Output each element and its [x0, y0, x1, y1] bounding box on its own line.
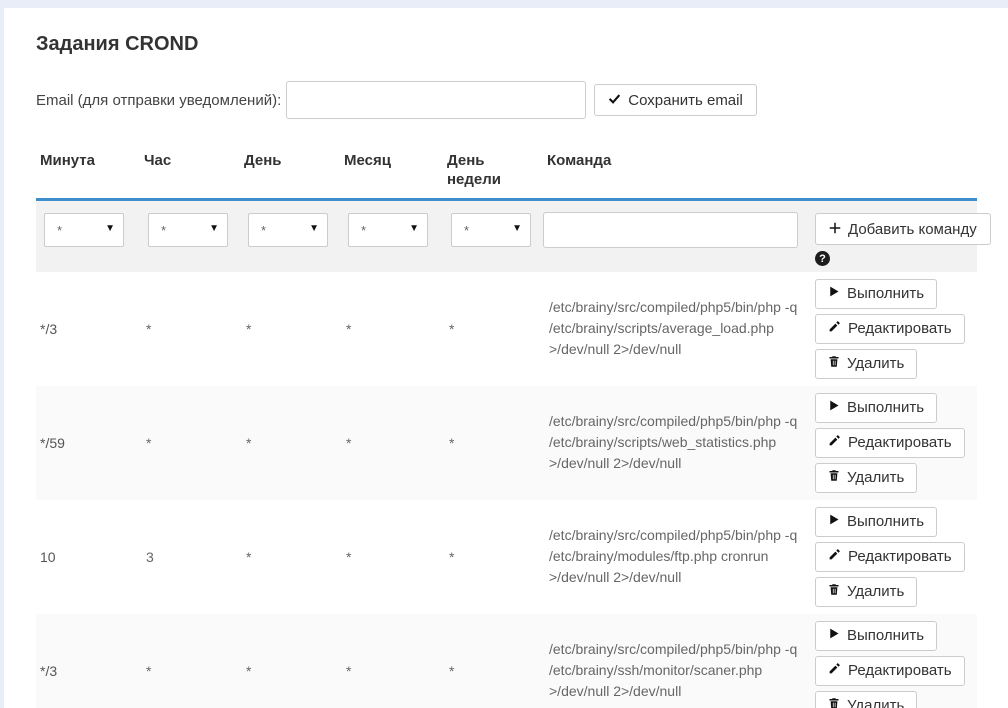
play-icon [828, 513, 840, 530]
delete-label: Удалить [847, 583, 905, 600]
cell-minute: 10 [40, 548, 56, 565]
crond-panel: Задания CROND Email (для отправки уведом… [4, 8, 1008, 708]
edit-button[interactable]: Редактировать [815, 427, 965, 458]
cell-minute: */3 [40, 320, 58, 337]
weekday-select[interactable]: * ▼ [451, 213, 531, 247]
cell-hour: * [146, 434, 152, 451]
email-label: Email (для отправки уведомлений): [36, 91, 282, 109]
delete-button[interactable]: Удалить [815, 576, 918, 607]
cell-command: /etc/brainy/src/compiled/php5/bin/php -q… [549, 413, 798, 471]
minute-select[interactable]: * ▼ [44, 213, 124, 247]
delete-button[interactable]: Удалить [815, 690, 918, 708]
cron-table: Минута Час День Месяц День недели Команд… [36, 141, 991, 708]
cell-day: * [246, 548, 252, 565]
row-actions: Выполнить Редактировать Удалить [810, 500, 977, 614]
save-email-button[interactable]: Сохранить email [594, 84, 757, 116]
cell-weekday: * [449, 662, 455, 679]
pencil-icon [828, 548, 841, 565]
help-icon[interactable]: ? [815, 251, 830, 266]
play-icon [828, 285, 840, 302]
edit-label: Редактировать [848, 434, 952, 451]
delete-button[interactable]: Удалить [815, 348, 918, 379]
day-select[interactable]: * ▼ [248, 213, 328, 247]
email-input[interactable] [286, 81, 587, 119]
row-actions: Выполнить Редактировать Удалить [810, 386, 977, 500]
cell-day: * [246, 320, 252, 337]
edit-button[interactable]: Редактировать [815, 541, 965, 572]
run-button[interactable]: Выполнить [815, 620, 938, 651]
header-command: Команда [547, 152, 612, 169]
plus-icon [829, 221, 841, 238]
row-actions: Выполнить Редактировать Удалить [810, 614, 977, 708]
cell-weekday: * [449, 434, 455, 451]
table-row: */59 * * * * /etc/brainy/src/compiled/ph… [36, 385, 977, 500]
delete-button[interactable]: Удалить [815, 462, 918, 493]
cell-minute: */3 [40, 662, 58, 679]
play-icon [828, 399, 840, 416]
pencil-icon [828, 662, 841, 679]
cell-month: * [346, 434, 352, 451]
row-actions: Выполнить Редактировать Удалить [810, 272, 977, 386]
cell-hour: * [146, 662, 152, 679]
delete-label: Удалить [847, 697, 905, 708]
delete-label: Удалить [847, 469, 905, 486]
month-select[interactable]: * ▼ [348, 213, 428, 247]
pencil-icon [828, 434, 841, 451]
trash-icon [828, 583, 840, 600]
edit-button[interactable]: Редактировать [815, 313, 965, 344]
run-button[interactable]: Выполнить [815, 392, 938, 423]
delete-label: Удалить [847, 355, 905, 372]
run-label: Выполнить [847, 627, 925, 644]
header-hour: Час [144, 152, 172, 169]
trash-icon [828, 697, 840, 708]
run-label: Выполнить [847, 513, 925, 530]
command-input[interactable] [543, 212, 798, 248]
header-day: День [244, 152, 282, 169]
add-command-label: Добавить команду [848, 220, 977, 238]
cell-month: * [346, 548, 352, 565]
edit-label: Редактировать [848, 662, 952, 679]
cell-weekday: * [449, 320, 455, 337]
trash-icon [828, 355, 840, 372]
cell-month: * [346, 662, 352, 679]
cell-hour: 3 [146, 548, 154, 565]
new-task-row: * ▼ * ▼ * ▼ * ▼ [36, 201, 991, 272]
play-icon [828, 627, 840, 644]
header-minute: Минута [40, 152, 95, 169]
edit-label: Редактировать [848, 320, 952, 337]
page-title: Задания CROND [36, 33, 199, 55]
cell-hour: * [146, 320, 152, 337]
edit-button[interactable]: Редактировать [815, 655, 965, 686]
save-email-label: Сохранить email [628, 91, 743, 109]
edit-label: Редактировать [848, 548, 952, 565]
cell-command: /etc/brainy/src/compiled/php5/bin/php -q… [549, 299, 798, 357]
cell-day: * [246, 434, 252, 451]
table-header-row: Минута Час День Месяц День недели Команд… [36, 141, 977, 201]
pencil-icon [828, 320, 841, 337]
cell-command: /etc/brainy/src/compiled/php5/bin/php -q… [549, 641, 798, 699]
cell-month: * [346, 320, 352, 337]
header-actions [810, 141, 977, 198]
cell-command: /etc/brainy/src/compiled/php5/bin/php -q… [549, 527, 798, 585]
cell-minute: */59 [40, 434, 65, 451]
table-row: */3 * * * * /etc/brainy/src/compiled/php… [36, 272, 977, 386]
header-weekday: День недели [447, 152, 502, 188]
table-row: */3 * * * * /etc/brainy/src/compiled/php… [36, 613, 977, 708]
run-button[interactable]: Выполнить [815, 278, 938, 309]
table-row: 10 3 * * * /etc/brainy/src/compiled/php5… [36, 500, 977, 614]
cell-day: * [246, 662, 252, 679]
run-label: Выполнить [847, 399, 925, 416]
add-command-button[interactable]: Добавить команду [815, 213, 991, 245]
run-label: Выполнить [847, 285, 925, 302]
cell-weekday: * [449, 548, 455, 565]
header-month: Месяц [344, 152, 391, 169]
email-section: Email (для отправки уведомлений): Сохран… [36, 81, 981, 119]
hour-select[interactable]: * ▼ [148, 213, 228, 247]
check-icon [608, 92, 621, 109]
trash-icon [828, 469, 840, 486]
run-button[interactable]: Выполнить [815, 506, 938, 537]
